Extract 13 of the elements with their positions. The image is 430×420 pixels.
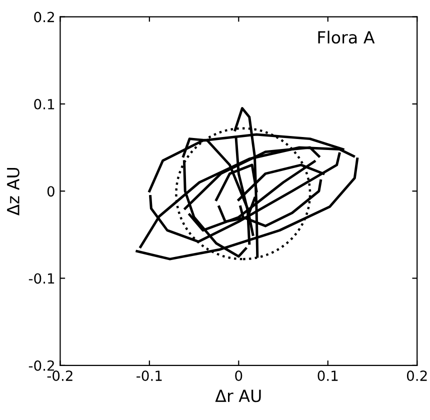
y-tick-label: -0.2 bbox=[28, 360, 54, 371]
x-tick-label: 0.2 bbox=[406, 370, 427, 382]
x-tick-label: -0.2 bbox=[47, 370, 72, 382]
y-tick-label: 0 bbox=[47, 186, 54, 197]
y-tick-label: -0.1 bbox=[28, 273, 54, 284]
x-tick-label: -0.1 bbox=[136, 370, 162, 382]
x-tick-label: 0.1 bbox=[318, 370, 338, 382]
annotation: Flora A bbox=[318, 30, 375, 44]
x-tick-label: 0 bbox=[235, 370, 242, 382]
y-tick-label: 0.1 bbox=[34, 98, 54, 110]
x-axis-title: Δr AU bbox=[215, 390, 261, 402]
y-axis-title: Δz AU bbox=[7, 168, 20, 216]
y-tick-label: 0.2 bbox=[34, 12, 54, 22]
